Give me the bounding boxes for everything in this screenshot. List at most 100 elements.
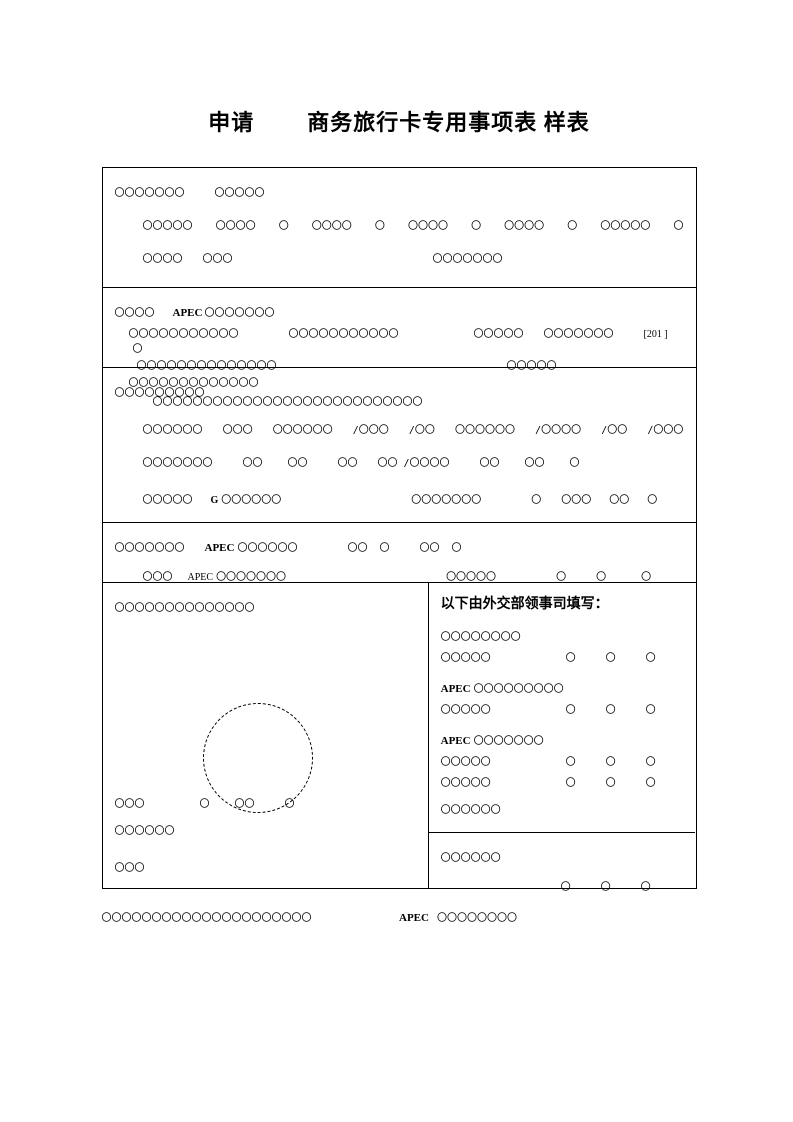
text: 〇〇〇〇〇 (441, 753, 491, 768)
text: 〇〇〇〇〇〇 (273, 421, 333, 436)
text: 〇 (566, 753, 576, 768)
apec-label: APEC (441, 683, 471, 695)
row: 〇〇〇〇 〇〇〇 〇〇〇〇〇〇〇 (115, 250, 684, 265)
row: 〇〇〇〇〇〇〇 〇〇 〇〇 〇〇 〇〇 /〇〇〇〇 〇〇 〇〇 〇 (115, 454, 684, 469)
text: 〇〇 /〇〇〇〇 (378, 454, 450, 469)
row: 〇〇〇〇〇〇 (441, 849, 684, 864)
text: 〇〇〇〇〇〇〇〇〇〇〇 (289, 325, 399, 340)
form-container: 〇〇〇〇〇〇〇 〇〇〇〇〇 〇〇〇〇〇 〇〇〇〇 〇 〇〇〇〇 〇 〇〇〇〇 〇… (102, 167, 697, 889)
text: 〇〇〇〇 (115, 304, 155, 319)
text: 〇〇〇〇〇〇 (441, 801, 501, 816)
text: 〇〇 (347, 539, 367, 554)
text: 〇 (566, 649, 576, 664)
text: 〇〇〇〇〇〇 (237, 539, 297, 554)
text: 〇〇 (288, 454, 308, 469)
text: 〇 (641, 568, 651, 583)
apec-label: APEC (173, 307, 203, 319)
text: 〇 (570, 454, 580, 469)
text: 〇〇 (480, 454, 500, 469)
text: 〇 (601, 878, 611, 893)
text: 〇〇〇〇〇〇 (441, 849, 501, 864)
text: 〇〇 (609, 491, 629, 506)
text: 〇 (279, 217, 289, 232)
text: 〇 (567, 217, 577, 232)
text: 〇〇〇〇〇〇〇〇〇〇〇 (115, 325, 239, 340)
text: 〇 (561, 878, 571, 893)
text: 〇〇〇〇〇 (441, 701, 491, 716)
text: 〇〇〇〇〇 (446, 568, 496, 583)
text: 〇〇〇〇〇〇〇 (115, 184, 185, 199)
text: 〇 (133, 340, 143, 355)
text: 〇 (646, 774, 656, 789)
text: 〇〇〇〇〇〇 (455, 421, 515, 436)
section-prior-apec: 〇〇〇〇〇〇〇 APEC 〇〇〇〇〇〇 〇〇 〇 〇〇 〇 〇〇〇 APEC 〇… (103, 523, 696, 583)
text: 〇 (641, 878, 651, 893)
text: 〇〇〇〇 (143, 250, 183, 265)
text: 〇 (646, 701, 656, 716)
row: 〇〇〇〇〇〇〇〇〇〇〇 〇〇〇〇〇〇〇〇〇〇〇 〇〇〇〇〇 〇〇〇〇〇〇〇 [2… (115, 325, 684, 355)
row: 〇〇〇〇〇 〇 〇 〇 (441, 774, 684, 789)
text: /〇〇〇 (353, 421, 389, 436)
text: 〇〇〇〇〇〇〇 (143, 454, 213, 469)
apec-label: APEC (399, 912, 429, 924)
row: 〇〇〇〇〇 〇 〇 〇 (441, 701, 684, 716)
text: 〇〇〇 (115, 795, 145, 810)
row: 〇〇〇〇〇〇〇〇〇〇〇〇〇〇 (115, 599, 416, 614)
text: 〇〇〇〇〇 (143, 491, 193, 506)
text: 〇 (379, 539, 389, 554)
text: 〇 (673, 217, 683, 232)
row: 〇〇〇〇〇〇〇 〇〇〇〇〇 (115, 184, 684, 199)
section-signature-official: 〇〇〇〇〇〇〇〇〇〇〇〇〇〇 〇〇〇 〇 〇〇 〇 〇〇〇〇〇〇 〇〇〇 以下由… (103, 583, 696, 888)
footer: 〇〇〇〇〇〇〇〇〇〇〇〇〇〇〇〇〇〇〇〇〇 APEC 〇〇〇〇〇〇〇〇 (102, 909, 697, 924)
text: 〇 (646, 649, 656, 664)
g-label: G (211, 495, 219, 506)
row: 〇〇〇〇〇〇〇〇〇 (115, 384, 684, 399)
text: 〇〇〇〇〇〇 (115, 822, 175, 837)
text: 〇〇〇〇〇〇〇 (474, 732, 544, 747)
row: 〇〇〇〇〇〇 〇〇〇 〇〇〇〇〇〇 /〇〇〇 /〇〇 〇〇〇〇〇〇 /〇〇〇〇 … (115, 421, 684, 436)
text: 〇〇〇〇〇〇〇 (544, 325, 614, 340)
form-title: 申请 商务旅行卡专用事项表 样表 (100, 105, 698, 137)
text: 〇 (606, 753, 616, 768)
section-details: 〇〇〇〇〇〇〇〇〇 〇〇〇〇〇〇 〇〇〇 〇〇〇〇〇〇 /〇〇〇 /〇〇 〇〇〇… (103, 368, 696, 523)
text: 〇〇〇〇〇 (474, 325, 524, 340)
footer-left: 〇〇〇〇〇〇〇〇〇〇〇〇〇〇〇〇〇〇〇〇〇 (102, 909, 400, 924)
official-bottom: 〇〇〇〇〇〇 〇 〇 〇 (429, 833, 696, 903)
text: 〇 (566, 774, 576, 789)
text: 〇〇〇〇〇〇〇〇〇〇〇〇〇〇〇〇〇〇〇〇〇 (102, 913, 312, 924)
text: 〇〇〇〇〇〇〇 (204, 304, 274, 319)
row: 〇〇〇〇〇〇〇〇 (441, 628, 684, 643)
row: 〇〇〇〇〇 G 〇〇〇〇〇〇 〇〇〇〇〇〇〇 〇 〇〇〇 〇〇 〇 (115, 491, 684, 506)
text: 〇 (285, 795, 295, 810)
text: 〇〇〇〇〇〇〇 (115, 539, 185, 554)
text: 〇 (647, 491, 657, 506)
apec-label: APEC (188, 572, 214, 583)
text: 〇〇〇〇〇〇〇〇〇〇〇〇〇〇 (115, 599, 255, 614)
text: 〇 (646, 753, 656, 768)
text: /〇〇〇 (647, 421, 683, 436)
text: 〇〇〇 (143, 568, 173, 583)
text: 〇〇 (338, 454, 358, 469)
text: 〇 (596, 568, 606, 583)
text: 〇〇〇〇 (216, 217, 256, 232)
text: 〇〇〇〇〇 (215, 184, 265, 199)
text: 〇〇〇〇 (408, 217, 448, 232)
text: 〇 (451, 539, 461, 554)
text: 〇 (606, 649, 616, 664)
text: 〇〇〇〇〇 (441, 649, 491, 664)
text: 〇〇〇〇〇〇 (143, 421, 203, 436)
text: 〇〇〇 (115, 859, 145, 874)
row: 〇〇〇〇〇 〇 〇 〇 (441, 753, 684, 768)
year-bracket: [201 ] (644, 329, 668, 340)
title-part1: 申请 (208, 110, 254, 135)
text: 〇 (566, 701, 576, 716)
text: 〇 (606, 701, 616, 716)
text: 〇〇〇〇 (504, 217, 544, 232)
text: 〇〇 (243, 454, 263, 469)
text: 〇〇〇〇〇〇〇 (216, 568, 286, 583)
row: APEC 〇〇〇〇〇〇〇 (441, 732, 684, 747)
text: 〇〇〇〇〇〇〇 (411, 491, 481, 506)
official-top: 以下由外交部领事司填写： 〇〇〇〇〇〇〇〇 〇〇〇〇〇 〇 〇 〇 APEC 〇… (429, 583, 696, 833)
text: 〇〇〇〇〇〇〇〇 (437, 913, 517, 924)
section-applicant: 〇〇〇〇〇〇〇 〇〇〇〇〇 〇〇〇〇〇 〇〇〇〇 〇 〇〇〇〇 〇 〇〇〇〇 〇… (103, 168, 696, 288)
